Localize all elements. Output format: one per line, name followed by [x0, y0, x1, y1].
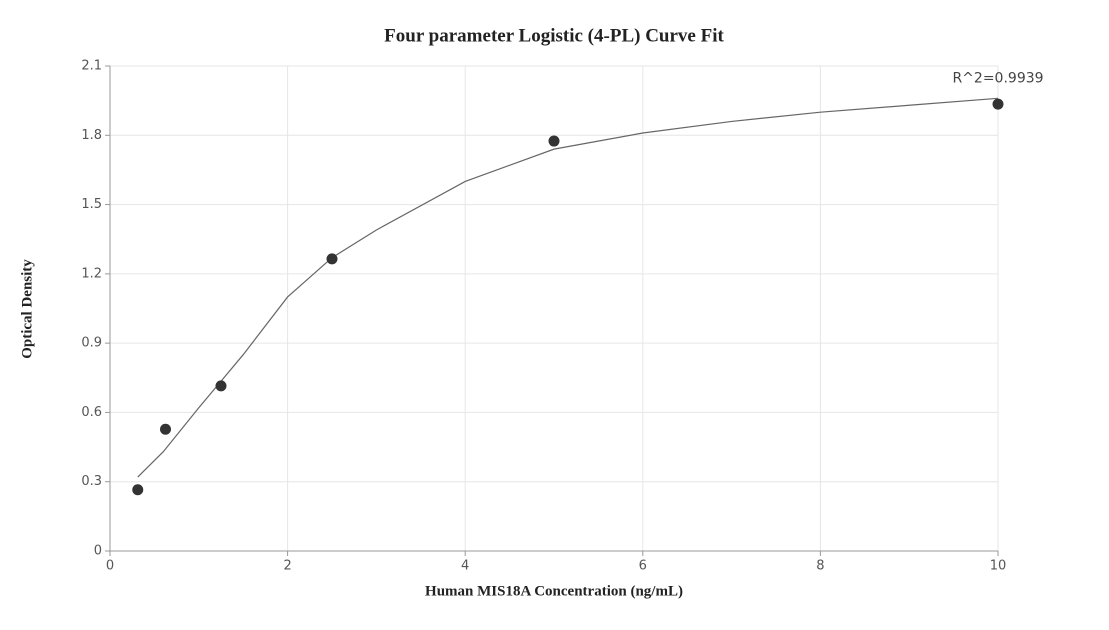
data-point [132, 484, 144, 496]
annotation: R^2=0.9939 [952, 70, 1043, 86]
y-tick-label: 0.3 [81, 474, 102, 489]
chart-title: Four parameter Logistic (4-PL) Curve Fit [384, 25, 724, 46]
data-point [160, 423, 171, 435]
x-tick-label: 8 [816, 559, 824, 574]
data-point [992, 98, 1004, 110]
x-tick-label: 6 [639, 559, 647, 574]
x-tick-label: 0 [106, 559, 114, 574]
x-tick-label: 4 [461, 559, 469, 574]
data-point [326, 253, 338, 265]
data-point [215, 380, 227, 392]
x-tick-label: 10 [990, 559, 1007, 574]
y-tick-label: 1.5 [81, 197, 102, 212]
y-tick-label: 0 [94, 544, 102, 559]
y-tick-label: 1.8 [81, 128, 102, 143]
fit-curve [137, 97, 999, 478]
y-tick-label: 2.1 [81, 59, 102, 74]
x-axis-label: Human MIS18A Concentration (ng/mL) [425, 583, 683, 599]
y-tick-label: 1.2 [81, 266, 102, 281]
y-axis-label: Optical Density [19, 259, 35, 359]
data-point [548, 135, 560, 147]
y-tick-label: 0.9 [81, 336, 102, 351]
y-tick-label: 0.6 [81, 405, 102, 420]
x-tick-label: 2 [283, 559, 291, 574]
